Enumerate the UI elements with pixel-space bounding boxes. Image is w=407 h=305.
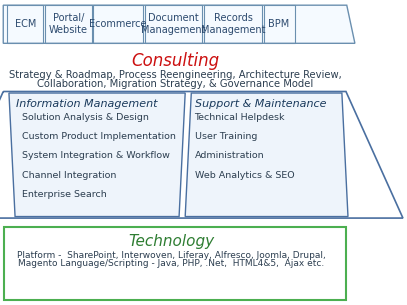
Text: Technical Helpdesk: Technical Helpdesk — [195, 113, 285, 122]
Text: Information Management: Information Management — [16, 99, 158, 109]
Text: Platform -  SharePoint, Interwoven, Liferay, Alfresco, Joomla, Drupal,: Platform - SharePoint, Interwoven, Lifer… — [17, 251, 325, 260]
Text: Consulting: Consulting — [131, 52, 219, 70]
Text: Collaboration, Migration Strategy, & Governance Model: Collaboration, Migration Strategy, & Gov… — [37, 79, 313, 89]
Text: Portal/
Website: Portal/ Website — [49, 13, 88, 35]
Text: Document
Management: Document Management — [141, 13, 206, 35]
Text: Solution Analysis & Design: Solution Analysis & Design — [22, 113, 149, 122]
Text: Magento Language/Scripting - Java, PHP, .Net,  HTML4&5,  Ajax etc.: Magento Language/Scripting - Java, PHP, … — [18, 259, 324, 268]
Text: Web Analytics & SEO: Web Analytics & SEO — [195, 170, 294, 180]
Bar — [45, 5, 92, 43]
Text: Channel Integration: Channel Integration — [22, 170, 117, 180]
Text: Technology: Technology — [128, 234, 214, 249]
Text: System Integration & Workflow: System Integration & Workflow — [22, 151, 170, 160]
Text: User Training: User Training — [195, 132, 257, 141]
Text: BPM: BPM — [269, 19, 290, 29]
Polygon shape — [9, 93, 185, 217]
Text: Administration: Administration — [195, 151, 264, 160]
Text: ECM: ECM — [15, 19, 36, 29]
FancyBboxPatch shape — [4, 227, 346, 300]
Bar — [264, 5, 295, 43]
Bar — [7, 5, 44, 43]
Text: Enterprise Search: Enterprise Search — [22, 190, 107, 199]
Polygon shape — [185, 93, 348, 217]
Polygon shape — [3, 5, 355, 43]
Text: Strategy & Roadmap, Process Reengineering, Architecture Review,: Strategy & Roadmap, Process Reengineerin… — [9, 70, 341, 80]
Text: Ecommerce: Ecommerce — [90, 19, 147, 29]
Bar — [93, 5, 143, 43]
Text: Support & Maintenance: Support & Maintenance — [195, 99, 326, 109]
Bar — [145, 5, 203, 43]
Text: Records
Management: Records Management — [201, 13, 265, 35]
Bar — [204, 5, 262, 43]
Text: Custom Product Implementation: Custom Product Implementation — [22, 132, 176, 141]
